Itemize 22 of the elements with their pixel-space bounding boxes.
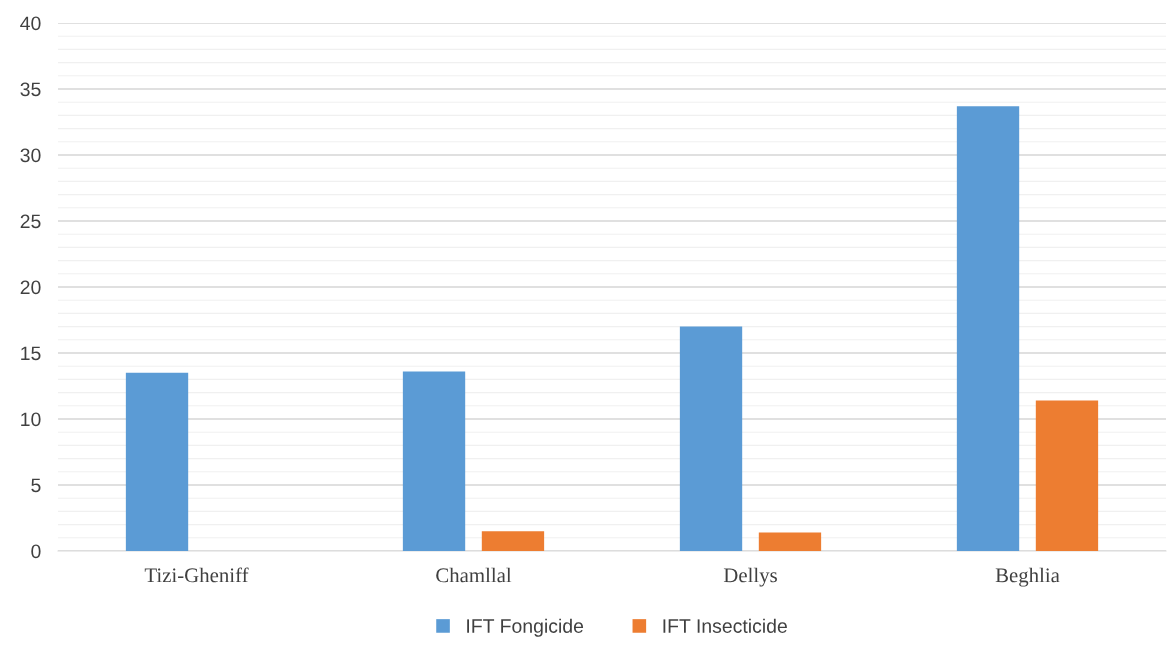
x-tick-label: Chamllal	[436, 567, 512, 583]
y-tick-label: 15	[21, 346, 41, 361]
bar	[1035, 400, 1099, 551]
bar	[956, 106, 1020, 551]
legend-label: IFT Fongicide	[467, 618, 584, 637]
y-tick-label: 10	[21, 412, 41, 427]
x-tick-label: Beghlia	[995, 567, 1060, 587]
bar	[481, 531, 545, 551]
y-tick-label: 30	[20, 148, 41, 163]
y-tick-label: 25	[20, 214, 41, 229]
bar	[679, 326, 743, 551]
x-tick-label: Tizi-Gheniff	[144, 567, 249, 583]
x-tick-label: Dellys	[723, 567, 777, 587]
y-tick-label: 20	[20, 280, 41, 295]
legend-label: IFT Insecticide	[663, 618, 787, 633]
y-tick-label: 0	[31, 544, 41, 559]
bar	[402, 371, 466, 551]
y-tick-label: 5	[31, 478, 41, 493]
y-tick-label: 35	[20, 82, 41, 97]
y-tick-label: 40	[20, 16, 41, 31]
bar	[125, 372, 189, 551]
bar	[758, 532, 822, 551]
